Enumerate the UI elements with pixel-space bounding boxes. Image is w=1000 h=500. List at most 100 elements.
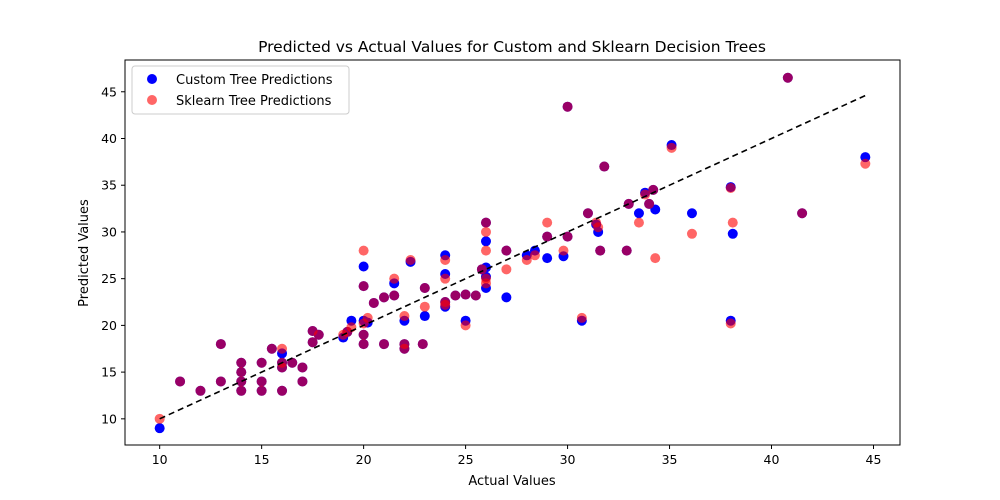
x-tick-label: 15 [254,452,270,467]
y-axis-ticks: 10 15 20 25 30 35 40 45 [101,84,125,426]
scatter-point [419,283,430,294]
scatter-point [362,312,373,323]
scatter-point [440,297,451,308]
scatter-point [175,376,186,387]
scatter-point [297,376,308,387]
y-tick-label: 15 [101,365,117,380]
legend-box [131,65,350,115]
scatter-point [256,385,267,396]
scatter-point [650,253,661,264]
y-axis-label: Predicted Values [77,199,92,307]
scatter-point [666,142,677,153]
x-tick-label: 30 [560,452,576,467]
scatter-point [470,290,481,301]
chart-title: Predicted vs Actual Values for Custom an… [258,38,766,56]
scatter-point [419,311,430,322]
scatter-point [358,261,369,272]
scatter-point [440,254,451,265]
legend-label-custom: Custom Tree Predictions [176,73,333,88]
scatter-point [480,226,491,237]
scatter-point [725,183,736,194]
scatter-point [725,318,736,329]
scatter-point [501,292,512,303]
scatter-point [236,385,247,396]
scatter-point [593,222,604,233]
scatter-point [460,289,471,300]
legend-marker-custom [147,74,157,84]
scatter-point [440,273,451,284]
scatter-point [576,312,587,323]
legend-label-sklearn: Sklearn Tree Predictions [176,94,332,109]
scatter-point [297,362,308,373]
scatter-point [256,357,267,368]
scatter-point [215,376,226,387]
y-tick-label: 30 [101,224,117,239]
scatter-point [686,208,697,219]
scatter-point [633,217,644,228]
x-axis-label: Actual Values [468,474,556,489]
scatter-point [358,245,369,256]
scatter-point [419,301,430,312]
x-axis-ticks: 10 15 20 25 30 35 40 45 [152,445,882,467]
y-tick-label: 45 [101,84,117,99]
scatter-point [542,253,553,264]
scatter-point [450,290,461,301]
scatter-point [782,72,793,83]
scatter-point [480,236,491,247]
scatter-point [399,339,410,350]
x-tick-label: 25 [458,452,474,467]
scatter-point [595,245,606,256]
scatter-point [558,245,569,256]
scatter-point [277,385,288,396]
scatter-point [313,329,324,340]
scatter-point [542,231,553,242]
scatter-point [379,339,390,350]
scatter-point [633,208,644,219]
scatter-point [599,161,610,172]
scatter-point [501,245,512,256]
scatter-point [460,320,471,331]
plot-marks [154,72,871,434]
x-tick-label: 10 [152,452,168,467]
scatter-point [358,339,369,350]
scatter-point [236,376,247,387]
scatter-point [236,357,247,368]
scatter-point [621,245,632,256]
y-tick-label: 40 [101,131,117,146]
scatter-point [389,290,400,301]
scatter-point [562,231,573,242]
scatter-point [686,228,697,239]
scatter-point [215,339,226,350]
scatter-point [644,198,655,209]
scatter-point [379,292,390,303]
y-tick-label: 35 [101,178,117,193]
scatter-point [860,158,871,169]
scatter-point [797,208,808,219]
scatter-point [368,297,379,308]
scatter-point [236,367,247,378]
y-tick-label: 20 [101,318,117,333]
x-tick-label: 40 [764,452,780,467]
scatter-point [358,329,369,340]
scatter-point [480,217,491,228]
scatter-point [529,250,540,261]
legend: Custom Tree Predictions Sklearn Tree Pre… [131,65,350,115]
x-tick-label: 35 [662,452,678,467]
plot-frame [124,59,901,446]
scatter-point [277,343,288,354]
scatter-point [389,273,400,284]
scatter-point [266,343,277,354]
x-tick-label: 20 [356,452,372,467]
scatter-point [358,281,369,292]
y-tick-label: 25 [101,271,117,286]
scatter-point [154,423,165,434]
x-tick-label: 45 [866,452,882,467]
scatter-point [727,217,738,228]
scatter-point [307,337,318,348]
legend-marker-sklearn [147,95,157,105]
scatter-point [417,339,428,350]
scatter-point [480,273,491,284]
scatter-point [405,254,416,265]
scatter-point [195,385,206,396]
